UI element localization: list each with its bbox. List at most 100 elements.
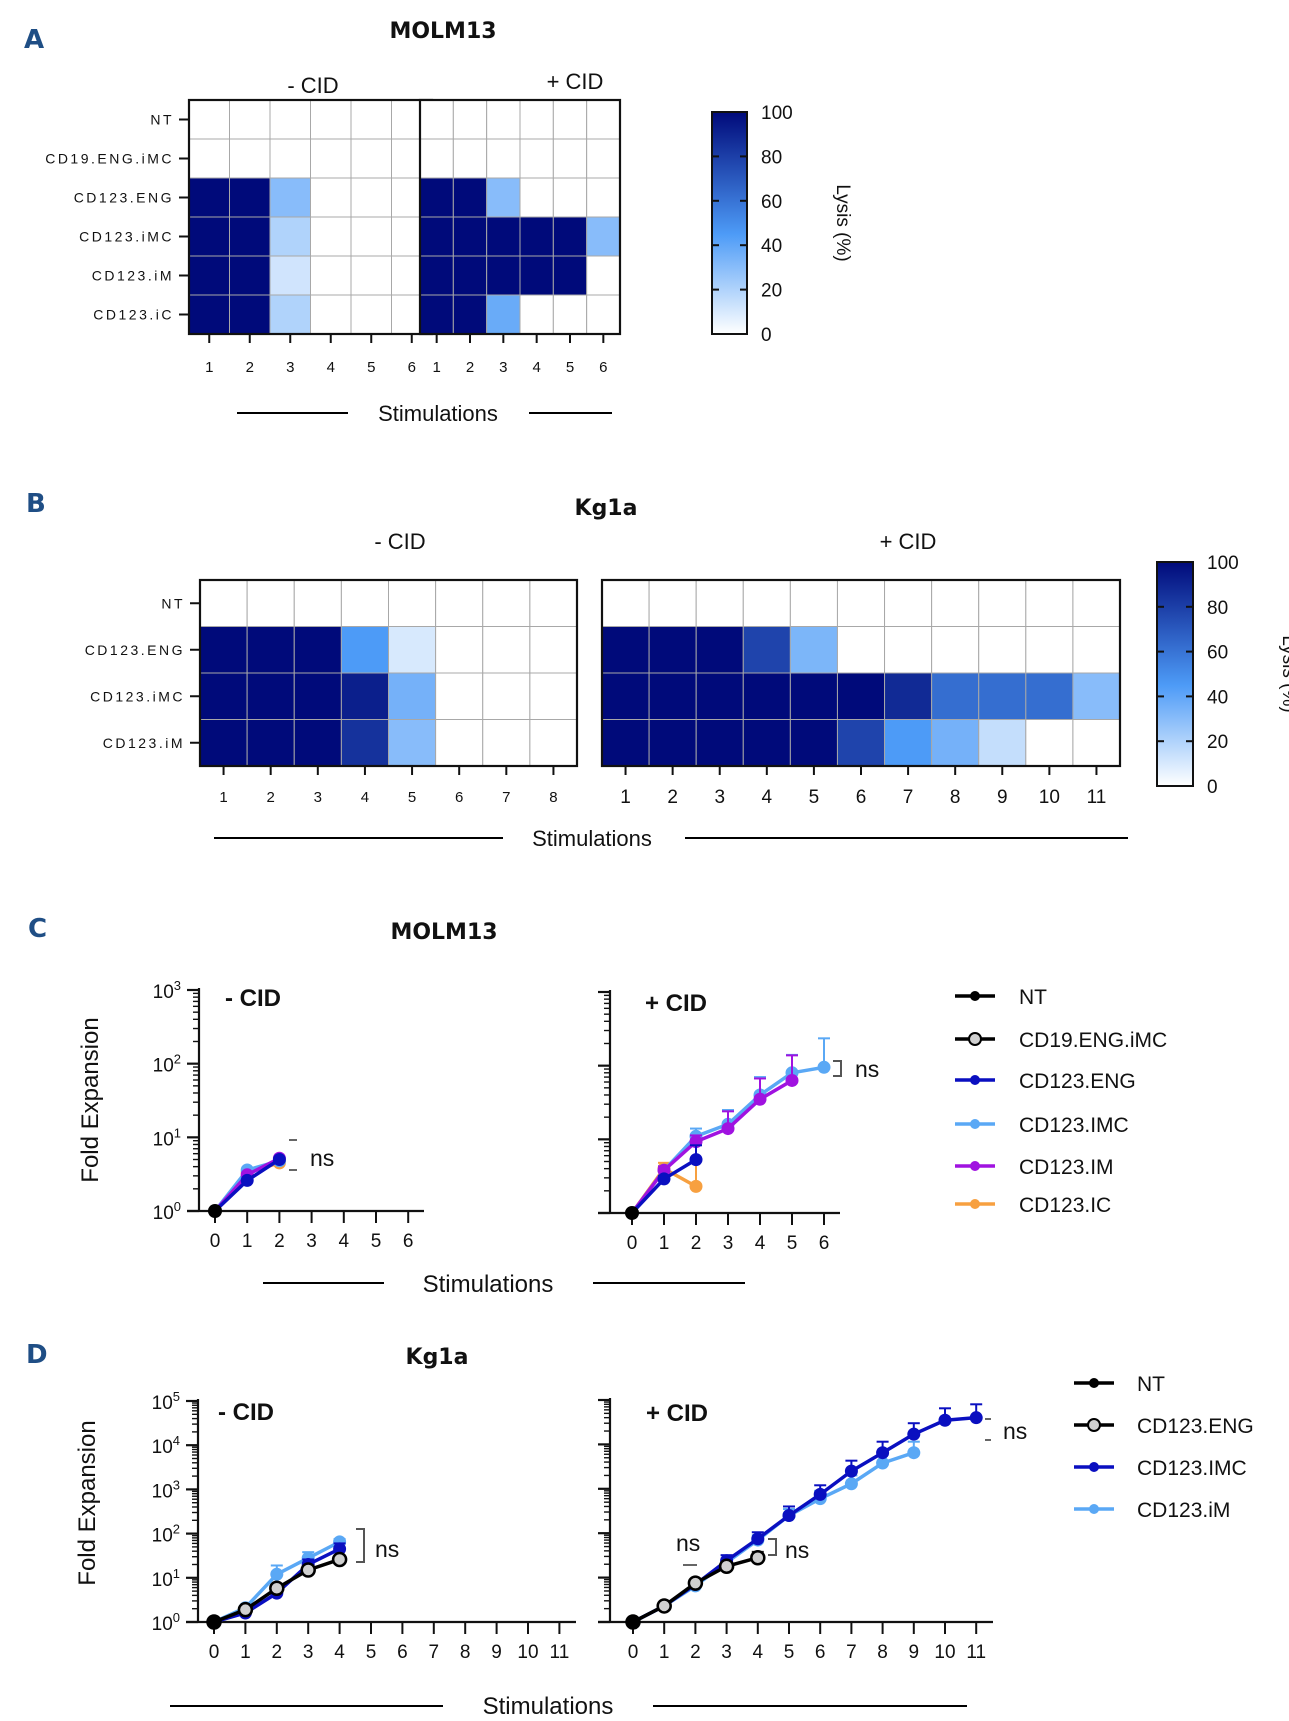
- heatmap-cell: [350, 99, 392, 140]
- x-tick-label: 11: [1087, 787, 1107, 808]
- data-point-nt: [625, 1206, 639, 1220]
- data-point: [907, 1427, 921, 1441]
- data-point: [844, 1464, 858, 1478]
- heatmap-cell: [529, 626, 578, 674]
- cid-label: - CID: [218, 1399, 274, 1426]
- heatmap-cell: [586, 99, 621, 140]
- data-point: [718, 1558, 735, 1575]
- data-point: [272, 1153, 286, 1167]
- heatmap-cell: [246, 672, 295, 720]
- data-point: [689, 1153, 703, 1167]
- heatmap-cell: [188, 294, 230, 335]
- x-tick-label: 5: [366, 1642, 377, 1663]
- colorbar-tick-label: 40: [761, 236, 782, 257]
- x-tick-label: 10: [1039, 787, 1060, 808]
- heatmap-cell: [486, 138, 521, 179]
- heatmap-cell: [452, 216, 488, 257]
- row-label: CD123.iM: [92, 268, 174, 284]
- heatmap-cell: [340, 626, 389, 674]
- legend-label: CD123.IC: [1019, 1194, 1111, 1217]
- legend-swatch-marker: [968, 1032, 982, 1046]
- data-point: [907, 1446, 921, 1460]
- x-tick-label: 1: [219, 789, 227, 806]
- x-tick-label: 5: [367, 359, 375, 376]
- heatmap-cell: [310, 138, 352, 179]
- heatmap-cell: [486, 294, 521, 335]
- heatmap-cell: [586, 294, 621, 335]
- legend-swatch-marker: [1089, 1504, 1099, 1514]
- data-point-nt: [208, 1204, 222, 1218]
- x-tick-label: 6: [408, 359, 416, 376]
- x-tick-label: 5: [809, 787, 820, 808]
- x-tick-label: 11: [966, 1642, 986, 1663]
- heatmap-cell: [742, 579, 791, 627]
- heatmap-cell: [978, 672, 1027, 720]
- heatmap-cell: [931, 719, 980, 767]
- legend-swatch-marker: [970, 1161, 980, 1171]
- heatmap-cell: [340, 579, 389, 627]
- data-point: [751, 1532, 765, 1546]
- legend-item: NT: [1074, 1373, 1165, 1396]
- x-tick-label: 3: [499, 359, 507, 376]
- x-tick-label: 2: [267, 789, 275, 806]
- line-chart-d-minus-cid: 100 101 102 103 104 105 0 1 2 3 4 5 6 7 8 9 10 11 - CID ns: [152, 1389, 576, 1663]
- heatmap-cell: [350, 216, 392, 257]
- panel-b-plus-cid-title: + CID: [880, 529, 937, 554]
- heatmap-cell: [529, 579, 578, 627]
- heatmap-cell: [452, 99, 488, 140]
- legend-label: CD123.ENG: [1019, 1070, 1136, 1093]
- x-tick-label: 4: [339, 1231, 350, 1252]
- heatmap-cell: [648, 719, 697, 767]
- x-tick-label: 1: [205, 359, 213, 376]
- colorbar-tick-label: 80: [761, 147, 782, 168]
- heatmap-cell: [419, 294, 454, 335]
- data-point: [656, 1598, 672, 1614]
- x-tick-label: 5: [784, 1642, 795, 1663]
- legend-item: CD123.IMC: [955, 1114, 1129, 1137]
- y-tick-label: 102: [153, 1052, 181, 1077]
- data-point: [657, 1172, 671, 1186]
- series-cd123-eng: [625, 1549, 766, 1630]
- x-tick-label: 5: [787, 1233, 798, 1254]
- data-point: [331, 1551, 348, 1568]
- panel-a-minus-cid-title: - CID: [287, 73, 338, 98]
- series-line: [630, 1065, 825, 1215]
- heatmap-cell: [310, 294, 352, 335]
- heatmap-cell: [435, 719, 484, 767]
- heatmap-cell: [695, 579, 744, 627]
- significance-bracket: [356, 1528, 365, 1563]
- legend-item: CD123.ENG: [955, 1070, 1136, 1093]
- data-point: [300, 1562, 316, 1578]
- heatmap-cell: [310, 177, 352, 218]
- legend-label: CD123.IMC: [1019, 1114, 1129, 1137]
- data-point-nt: [207, 1615, 221, 1629]
- legend-swatch-marker: [970, 1199, 980, 1209]
- heatmap-cell: [388, 579, 437, 627]
- x-tick-label: 0: [210, 1231, 221, 1252]
- panel-a: A MOLM13 - CID + CID 1 2 3 4 5 6 NT CD19.ENG.iM…: [24, 19, 853, 426]
- data-point: [687, 1575, 704, 1591]
- heatmap-cell: [789, 626, 838, 674]
- colorbar-tick-label: 0: [1207, 777, 1218, 798]
- y-tick-label: 101: [152, 1566, 180, 1591]
- x-tick-label: 6: [856, 787, 867, 808]
- data-point: [969, 1411, 983, 1425]
- heatmap-cell: [388, 672, 437, 720]
- heatmap-cell: [482, 626, 531, 674]
- panel-b-xlabel: Stimulations: [532, 826, 652, 851]
- x-tick-label: 3: [721, 1642, 732, 1663]
- panel-b-title: Kg1a: [575, 496, 638, 521]
- legend-label: CD123.ENG: [1137, 1415, 1254, 1438]
- row-label: CD123.ENG: [85, 642, 185, 658]
- legend-swatch-marker: [1089, 1462, 1099, 1472]
- panel-a-title: MOLM13: [389, 19, 496, 44]
- heatmap-cell: [884, 579, 933, 627]
- row-label: CD123.iM: [103, 735, 185, 751]
- heatmap-cell: [229, 255, 271, 296]
- x-tick-label: 4: [334, 1642, 345, 1663]
- heatmap-cell: [482, 579, 531, 627]
- legend-item: CD123.ENG: [1074, 1415, 1254, 1438]
- y-tick-label: 100: [152, 1610, 180, 1635]
